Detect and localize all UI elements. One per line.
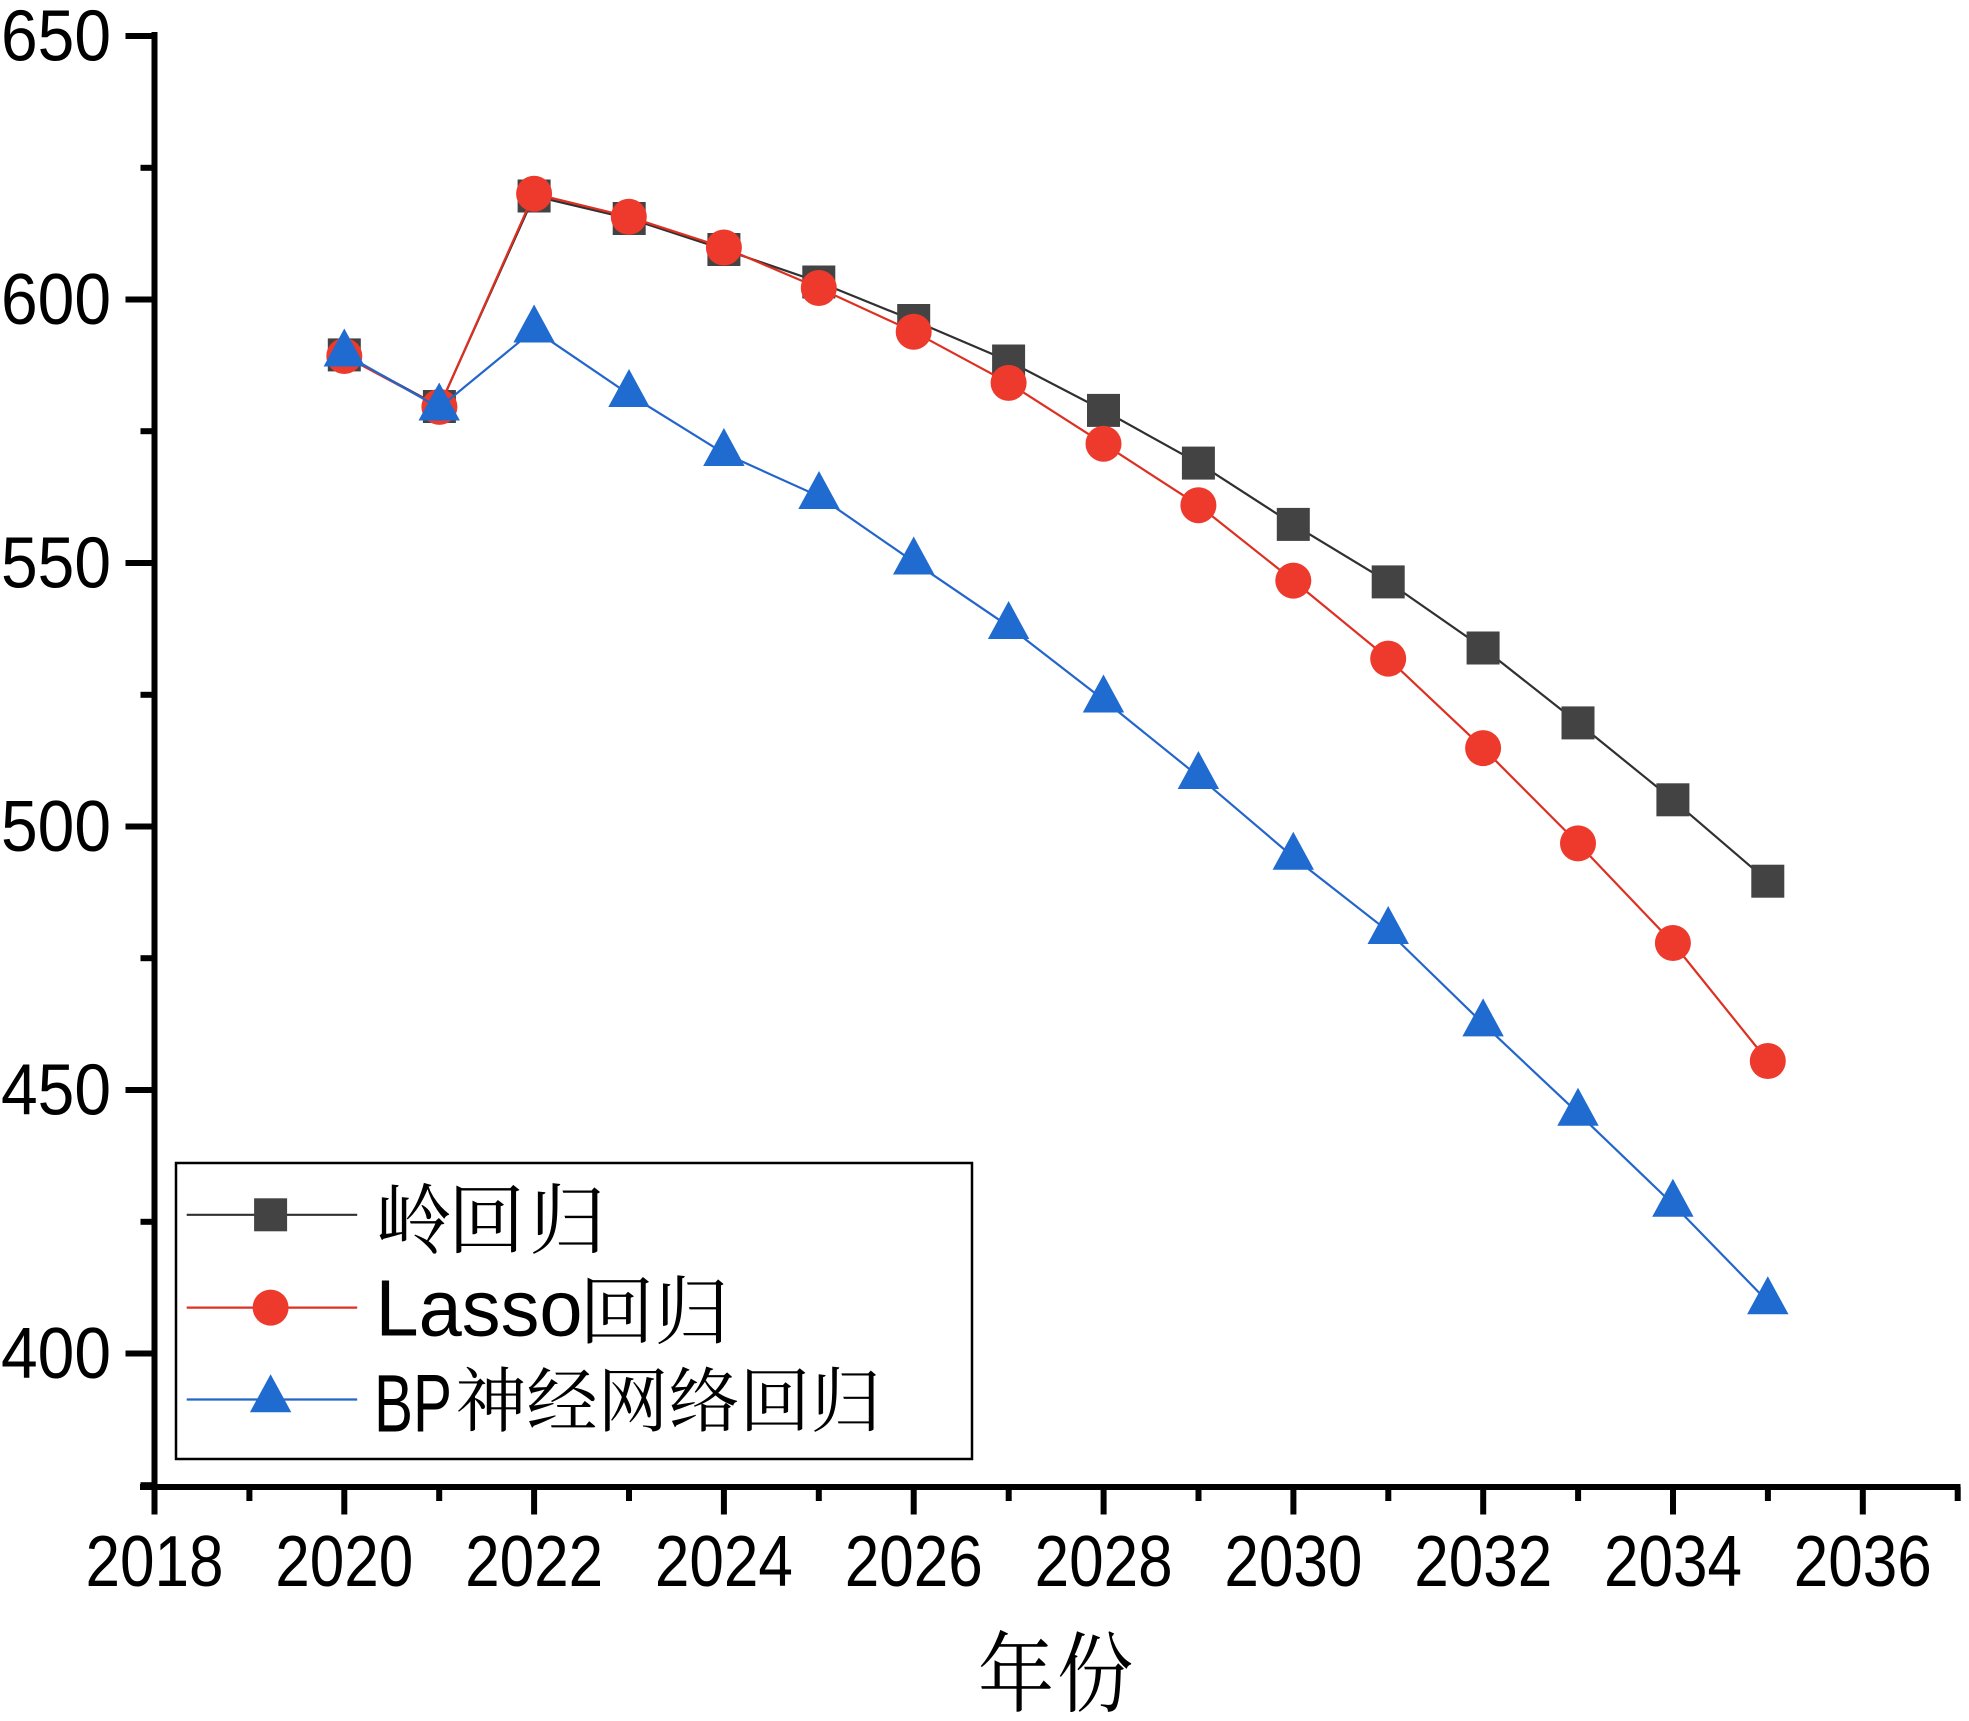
svg-text:550: 550 [1, 524, 111, 604]
svg-text:650: 650 [1, 0, 111, 77]
svg-text:400: 400 [1, 1314, 111, 1394]
svg-text:600: 600 [1, 260, 111, 340]
svg-text:2018: 2018 [86, 1522, 224, 1602]
svg-text:2032: 2032 [1414, 1522, 1552, 1602]
svg-text:2034: 2034 [1604, 1522, 1742, 1602]
svg-text:2020: 2020 [275, 1522, 413, 1602]
svg-text:450: 450 [1, 1051, 111, 1131]
svg-text:2026: 2026 [845, 1522, 983, 1602]
svg-text:2024: 2024 [655, 1522, 793, 1602]
svg-text:2036: 2036 [1794, 1522, 1932, 1602]
svg-text:2028: 2028 [1035, 1522, 1173, 1602]
svg-text:Lasso: Lasso [376, 1264, 583, 1353]
svg-text:500: 500 [1, 787, 111, 867]
svg-text:2030: 2030 [1224, 1522, 1362, 1602]
svg-text:BP: BP [374, 1359, 452, 1450]
svg-text:2022: 2022 [465, 1522, 603, 1602]
